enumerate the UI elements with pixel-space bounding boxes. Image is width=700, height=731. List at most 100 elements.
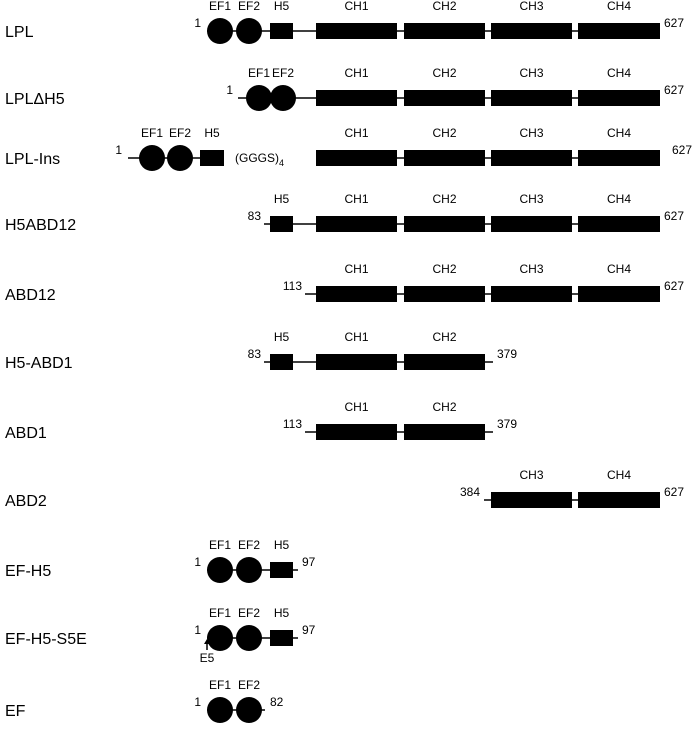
domain-label: CH2 [432, 66, 456, 80]
mutation-label: E5 [200, 651, 215, 665]
end-residue: 627 [664, 279, 684, 293]
end-residue: 97 [302, 555, 316, 569]
domain-label: EF2 [238, 0, 260, 13]
ef-hand [236, 557, 262, 583]
construct-name: ABD12 [5, 287, 56, 304]
ef-hand [167, 145, 193, 171]
end-residue: 627 [664, 16, 684, 30]
construct-name: LPLΔH5 [5, 91, 65, 108]
domain-label: EF1 [209, 678, 231, 692]
domain-box [491, 23, 572, 39]
domain-label: CH3 [519, 0, 543, 13]
domain-label: CH3 [519, 192, 543, 206]
domain-box [491, 286, 572, 302]
mutation-arrowhead [204, 639, 210, 644]
domain-label: H5 [274, 538, 290, 552]
end-residue: 82 [270, 695, 284, 709]
ef-hand [207, 557, 233, 583]
domain-box [316, 90, 397, 106]
domain-label: H5 [274, 192, 290, 206]
domain-label: CH1 [344, 400, 368, 414]
domain-label: CH3 [519, 262, 543, 276]
end-residue: 379 [497, 417, 517, 431]
domain-box [316, 150, 397, 166]
start-residue: 384 [460, 485, 480, 499]
end-residue: 627 [664, 485, 684, 499]
domain-label: CH1 [344, 126, 368, 140]
ef-hand [270, 85, 296, 111]
domain-label: CH2 [432, 0, 456, 13]
domain-box [491, 150, 572, 166]
domain-box [270, 23, 293, 39]
linker-subscript: 4 [279, 158, 284, 168]
domain-label: CH4 [607, 192, 631, 206]
domain-label: EF1 [209, 0, 231, 13]
ef-hand [139, 145, 165, 171]
domain-box [578, 23, 660, 39]
construct-row: LPL 1 627 EF1 EF2 H5 CH1 CH2 CH3 CH4 [5, 0, 684, 44]
domain-box [404, 216, 485, 232]
start-residue: 1 [115, 143, 122, 157]
construct-row: EF-H5 1 97 EF1 EF2 H5 [5, 538, 316, 583]
ef-hand [236, 625, 262, 651]
domain-label: EF1 [248, 66, 270, 80]
start-residue: 83 [248, 209, 262, 223]
domain-box [404, 150, 485, 166]
end-residue: 627 [672, 143, 692, 157]
domain-label: CH4 [607, 66, 631, 80]
ef-hand [246, 85, 272, 111]
domain-label: CH2 [432, 126, 456, 140]
domain-label: EF2 [238, 606, 260, 620]
construct-row: H5-ABD1 83 379 H5 CH1 CH2 [5, 330, 517, 372]
domain-label: CH1 [344, 0, 368, 13]
ef-hand [207, 697, 233, 723]
start-residue: 113 [283, 279, 302, 293]
domain-label: EF2 [272, 66, 294, 80]
domain-box [404, 90, 485, 106]
domain-box [404, 354, 485, 370]
domain-box [270, 216, 293, 232]
domain-label: EF1 [209, 538, 231, 552]
domain-label: EF2 [238, 538, 260, 552]
domain-box [491, 216, 572, 232]
construct-row: LPL-Ins 1 627 EF1 EF2 H5 CH1 CH2 CH3 CH4 (GGGS)4 [5, 126, 692, 171]
linker-text: (GGGS) [235, 151, 279, 165]
construct-row: EF-H5-S5E 1 97 EF1 EF2 H5 E5 [5, 606, 316, 665]
construct-name: ABD1 [5, 425, 47, 442]
end-residue: 379 [497, 347, 517, 361]
end-residue: 627 [664, 209, 684, 223]
construct-row: ABD12 113 627 CH1 CH2 CH3 CH4 [5, 262, 684, 304]
ef-hand [236, 697, 262, 723]
domain-box [491, 90, 572, 106]
domain-box [491, 492, 572, 508]
construct-name: EF-H5-S5E [5, 631, 87, 648]
domain-label: CH3 [519, 126, 543, 140]
start-residue: 1 [194, 623, 201, 637]
ef-hand [236, 18, 262, 44]
ef-hand [207, 625, 233, 651]
domain-label: CH2 [432, 192, 456, 206]
domain-label: H5 [274, 606, 290, 620]
construct-name: EF-H5 [5, 563, 51, 580]
domain-label: H5 [204, 126, 220, 140]
domain-box [404, 23, 485, 39]
domain-label: CH4 [607, 262, 631, 276]
construct-name: H5-ABD1 [5, 355, 73, 372]
domain-label: CH2 [432, 262, 456, 276]
start-residue: 113 [283, 417, 302, 431]
domain-label: CH1 [344, 330, 368, 344]
domain-box [200, 150, 224, 166]
start-residue: 83 [248, 347, 262, 361]
construct-name: H5ABD12 [5, 217, 76, 234]
domain-label: CH3 [519, 66, 543, 80]
domain-box [316, 286, 397, 302]
domain-box [316, 216, 397, 232]
domain-label: CH4 [607, 468, 631, 482]
domain-box [270, 354, 293, 370]
domain-box [578, 150, 660, 166]
start-residue: 1 [194, 555, 201, 569]
ef-hand [207, 18, 233, 44]
construct-name: EF [5, 703, 26, 720]
domain-box [578, 216, 660, 232]
